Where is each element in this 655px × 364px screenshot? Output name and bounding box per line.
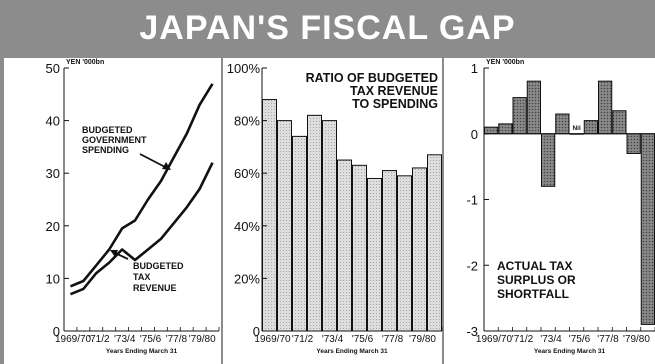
nil-label: Nil — [572, 125, 581, 132]
surplus-bar — [541, 133, 556, 187]
ratio-bar — [262, 99, 277, 332]
x-tick-label: '71/2 — [292, 334, 314, 345]
x-tick-label: '75/6 — [352, 334, 374, 345]
surplus-bar — [555, 113, 570, 135]
arrowhead-spending — [162, 162, 171, 170]
y-tick-label: 50 — [46, 61, 60, 76]
series-label-tax-revenue: BUDGETED — [133, 261, 184, 271]
x-tick-label: '71/2 — [88, 334, 110, 345]
series-label-spending: SPENDING — [82, 145, 129, 155]
x-tick-label: '75/6 — [569, 334, 591, 345]
series-label-spending: GOVERNMENT — [82, 135, 147, 145]
series-label-tax-revenue: TAX — [133, 272, 150, 282]
y-tick-label: 10 — [46, 271, 60, 286]
panel-title-surplus: SHORTFALL — [497, 287, 569, 301]
x-axis-label: Years Ending March 31 — [106, 348, 178, 355]
y-tick-label: -1 — [466, 193, 478, 208]
ratio-bar — [352, 164, 367, 332]
y-unit-label: YEN '000bn — [486, 59, 524, 66]
x-tick-label: '79/80 — [409, 334, 436, 345]
x-tick-label: 1969/70 — [254, 334, 291, 345]
ratio-bar — [307, 114, 322, 332]
ratio-bar — [367, 177, 382, 332]
x-tick-label: '77/8 — [166, 334, 188, 345]
ratio-bar — [382, 170, 397, 332]
panel-title-ratio: RATIO OF BUDGETED — [306, 71, 438, 85]
panel-background-3 — [444, 58, 655, 364]
surplus-bar — [498, 123, 513, 135]
surplus-bar — [612, 110, 627, 135]
surplus-bar — [583, 120, 598, 135]
y-tick-label: 40% — [234, 219, 260, 234]
x-tick-label: '79/80 — [623, 334, 650, 345]
panel-title-ratio: TAX REVENUE — [350, 84, 438, 98]
line-series-spending — [70, 83, 214, 288]
surplus-bar — [626, 133, 641, 154]
ratio-bar — [292, 135, 307, 332]
ratio-bar — [322, 120, 337, 332]
y-tick-label: 0 — [253, 324, 260, 339]
y-tick-label: 30 — [46, 166, 60, 181]
x-axis-label: Years Ending March 31 — [316, 348, 388, 355]
x-tick-label: '77/8 — [597, 334, 619, 345]
panel-title-surplus: SURPLUS OR — [497, 273, 576, 287]
ratio-bar — [277, 120, 292, 332]
panel-title-ratio: TO SPENDING — [352, 97, 438, 111]
x-tick-label: '73/4 — [114, 334, 136, 345]
surplus-bar — [598, 80, 613, 135]
panel-background-1 — [4, 58, 221, 364]
ratio-bar — [412, 167, 427, 332]
y-tick-label: 100% — [227, 61, 261, 76]
annotation-arrow-spending — [139, 153, 168, 169]
x-tick-label: '73/4 — [322, 334, 344, 345]
chart-title: JAPAN'S FISCAL GAP — [139, 8, 516, 47]
y-tick-label: 1 — [471, 61, 478, 76]
x-tick-label: '79/80 — [189, 334, 216, 345]
x-tick-label: 1969/70 — [55, 334, 92, 345]
surplus-bar — [526, 80, 541, 135]
y-tick-label: 20 — [46, 219, 60, 234]
x-tick-label: '77/8 — [382, 334, 404, 345]
panel-title-surplus: ACTUAL TAX — [497, 259, 573, 273]
title-bar: JAPAN'S FISCAL GAP — [0, 0, 655, 56]
x-tick-label: '75/6 — [140, 334, 162, 345]
y-tick-label: 20% — [234, 271, 260, 286]
x-tick-label: '71/2 — [512, 334, 534, 345]
surplus-bar — [484, 126, 499, 135]
y-tick-label: 60% — [234, 166, 260, 181]
ratio-bar — [427, 154, 442, 332]
arrowhead-tax-revenue — [110, 250, 118, 257]
surplus-bar — [512, 97, 527, 135]
ratio-bar — [337, 159, 352, 332]
y-tick-label: 40 — [46, 114, 60, 129]
y-tick-label: 0 — [471, 127, 478, 142]
y-tick-label: 0 — [53, 324, 60, 339]
series-label-tax-revenue: REVENUE — [133, 283, 177, 293]
y-tick-label: -3 — [466, 324, 478, 339]
ratio-bar — [397, 175, 412, 332]
y-unit-label: YEN '000bn — [66, 59, 104, 66]
x-tick-label: '73/4 — [540, 334, 562, 345]
line-series-tax-revenue — [70, 162, 214, 296]
series-label-spending: BUDGETED — [82, 125, 133, 135]
y-tick-label: 80% — [234, 114, 260, 129]
y-tick-label: -2 — [466, 258, 478, 273]
x-axis-label: Years Ending March 31 — [534, 348, 606, 355]
x-tick-label: 1969/70 — [476, 334, 513, 345]
surplus-bar — [640, 133, 655, 325]
